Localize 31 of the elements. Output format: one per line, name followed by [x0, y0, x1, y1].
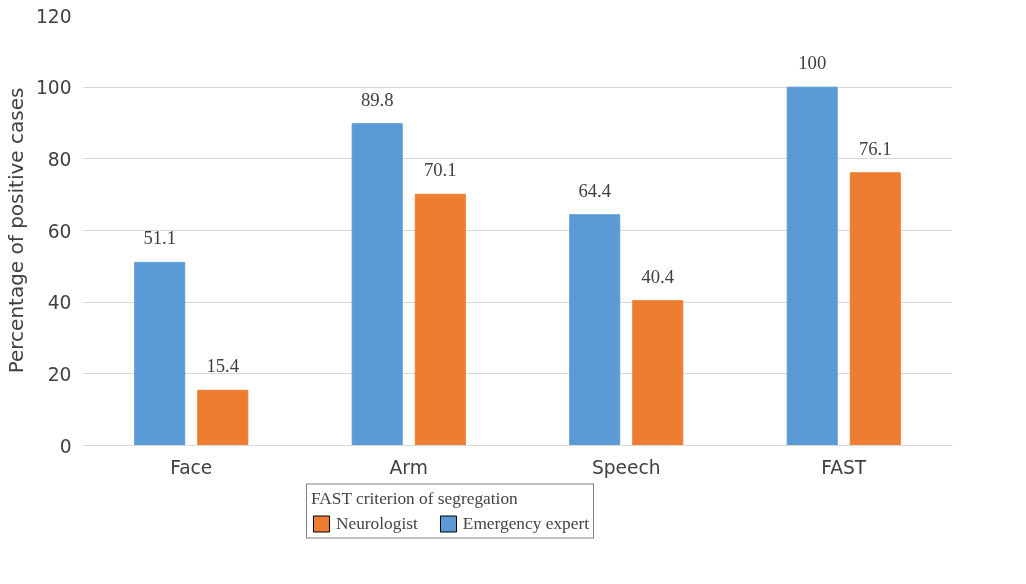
data-label: 15.4: [206, 355, 240, 377]
legend-title: FAST criterion of segregation: [310, 488, 519, 509]
x-tick-label: FAST: [821, 456, 867, 478]
data-label: 51.1: [143, 227, 177, 249]
y-tick-label: 0: [59, 435, 72, 457]
bar: [632, 300, 684, 446]
y-tick-label: 40: [47, 292, 72, 314]
y-tick-label: 120: [35, 5, 72, 27]
x-tick-label: Speech: [591, 456, 661, 478]
bar: [134, 261, 186, 446]
y-tick-label: 80: [47, 148, 72, 170]
data-label: 100: [798, 52, 827, 74]
x-tick-label: Arm: [389, 456, 428, 478]
y-tick-label: 100: [35, 77, 72, 99]
legend-label: Neurologist: [335, 513, 418, 534]
bar: [414, 193, 466, 446]
y-tick-label: 20: [47, 363, 72, 385]
bar: [786, 86, 838, 446]
x-tick-label: Face: [170, 456, 213, 478]
y-axis-title: Percentage of positive cases: [3, 87, 28, 374]
bar: [849, 172, 901, 446]
bar: [569, 214, 621, 446]
bar: [351, 123, 403, 446]
data-label: 70.1: [423, 159, 457, 181]
y-tick-label: 60: [47, 220, 72, 242]
legend-label: Emergency expert: [462, 513, 590, 534]
bar: [197, 389, 249, 446]
data-label: 89.8: [360, 88, 394, 110]
data-label: 64.4: [578, 179, 612, 201]
data-label: 40.4: [641, 265, 675, 287]
data-label: 76.1: [858, 137, 892, 159]
